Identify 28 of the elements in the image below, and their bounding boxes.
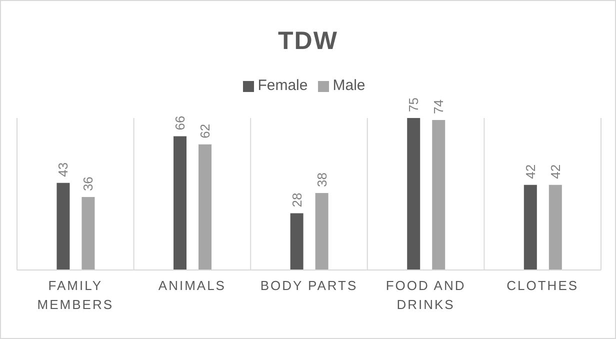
chart-title: TDW	[277, 27, 339, 56]
bar	[432, 120, 446, 270]
x-tick-label: BODY PARTS	[260, 278, 358, 293]
bar	[315, 192, 328, 270]
data-label: 38	[314, 172, 330, 187]
legend-label: Male	[332, 77, 366, 94]
data-label: 43	[56, 162, 71, 177]
data-label: 36	[80, 176, 96, 192]
legend-label: Female	[258, 77, 308, 94]
bar	[174, 136, 187, 270]
data-label: 75	[406, 98, 422, 112]
x-tick-label: FOOD AND DRINKS	[386, 278, 466, 312]
bar	[82, 197, 95, 270]
data-label: 66	[172, 116, 188, 130]
bar	[290, 213, 304, 270]
bar	[198, 144, 212, 270]
x-tick-label: CLOTHES	[506, 278, 579, 293]
data-label: 42	[522, 164, 538, 179]
data-label: 42	[548, 164, 563, 179]
bar	[56, 182, 70, 270]
bar	[407, 118, 420, 270]
x-tick-label: ANIMALS	[158, 278, 226, 293]
data-label: 28	[289, 192, 304, 208]
bar	[548, 184, 562, 270]
bar	[524, 184, 537, 270]
data-label: 62	[198, 124, 213, 138]
x-tick-label: FAMILY MEMBERS	[37, 278, 114, 312]
data-label: 74	[431, 100, 446, 114]
